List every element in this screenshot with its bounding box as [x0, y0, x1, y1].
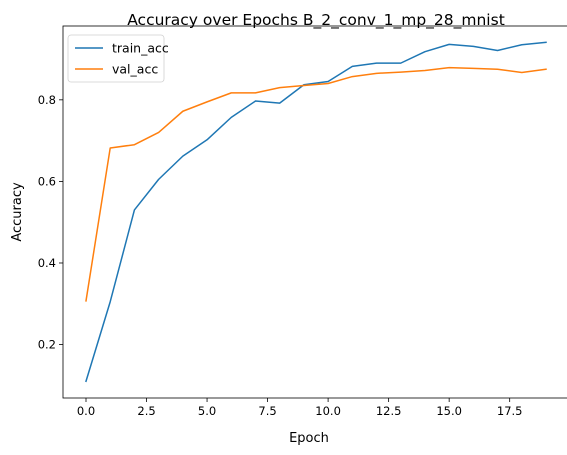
- x-tick-label: 5.0: [198, 404, 216, 418]
- x-tick-label: 17.5: [497, 404, 523, 418]
- x-tick-label: 2.5: [137, 404, 155, 418]
- x-tick-label: 15.0: [436, 404, 462, 418]
- x-axis-ticks: 0.0 2.5 5.0 7.5 10.0 12.5 15.0 17.5: [77, 398, 523, 418]
- y-axis-label: Accuracy: [10, 182, 25, 242]
- legend-label-train_acc: train_acc: [112, 41, 169, 56]
- y-tick-label: 0.6: [38, 174, 56, 188]
- y-axis-ticks: 0.2 0.4 0.6 0.8: [38, 93, 63, 352]
- series-line-val_acc: [85, 66, 547, 302]
- y-tick-label: 0.2: [38, 338, 56, 352]
- x-tick-label: 0.0: [77, 404, 95, 418]
- y-tick-label: 0.8: [38, 93, 56, 107]
- x-tick-label: 7.5: [258, 404, 276, 418]
- x-tick-label: 12.5: [376, 404, 402, 418]
- y-tick-label: 0.4: [38, 256, 56, 270]
- plot-lines: [85, 41, 547, 383]
- chart-title: Accuracy over Epochs B_2_conv_1_mp_28_mn…: [127, 11, 505, 30]
- x-tick-label: 10.0: [315, 404, 341, 418]
- legend-label-val_acc: val_acc: [112, 62, 158, 77]
- series-line-train_acc: [85, 41, 547, 383]
- legend-box: [67, 34, 165, 83]
- legend: train_acc val_acc: [67, 34, 169, 83]
- plot-frame: [62, 25, 567, 399]
- x-axis-label: Epoch: [289, 431, 329, 446]
